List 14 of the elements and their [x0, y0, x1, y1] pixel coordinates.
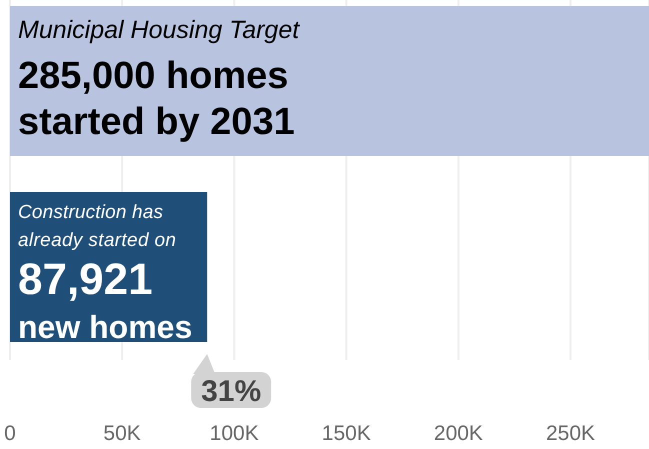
annotation: Construction has	[18, 202, 164, 223]
x-tick-label: 150K	[322, 422, 371, 445]
data-label: 87,921	[18, 255, 153, 304]
annotation: new homes	[18, 309, 192, 345]
annotation: started by 2031	[18, 101, 295, 143]
x-tick-label: 50K	[103, 422, 141, 445]
x-tick-label: 100K	[210, 422, 259, 445]
x-tick-label: 0	[4, 422, 16, 445]
x-tick-label: 200K	[434, 422, 483, 445]
annotation: already started on	[18, 230, 176, 251]
data-label: 285,000	[18, 55, 156, 97]
x-tick-label: 250K	[546, 422, 596, 445]
annotation: Municipal Housing Target	[18, 16, 300, 44]
annotation: homes	[166, 55, 288, 97]
